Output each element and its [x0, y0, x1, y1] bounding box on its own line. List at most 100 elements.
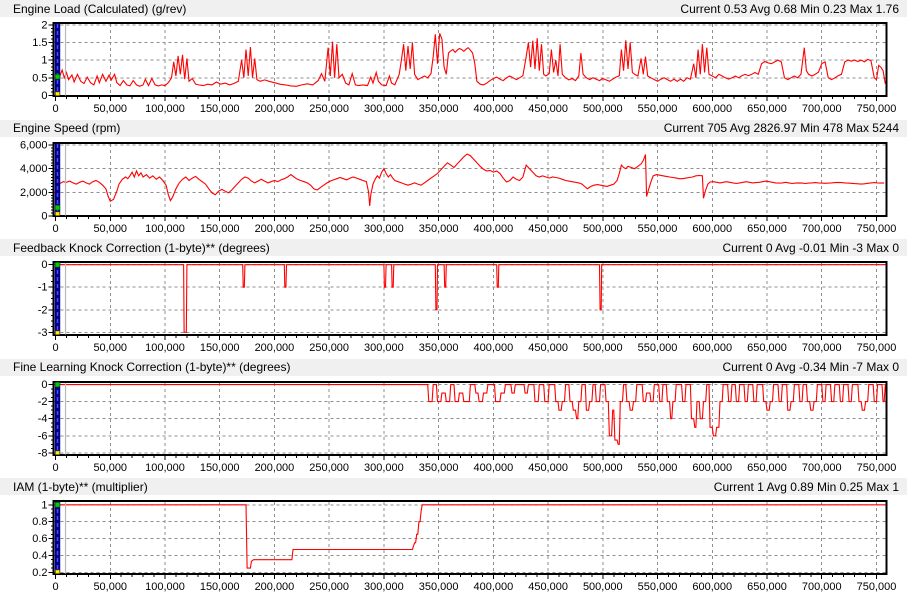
x-tick-label: 300,000 — [364, 223, 404, 235]
y-tick-label: 0.2 — [32, 567, 47, 579]
plot-border — [52, 141, 888, 217]
x-tick-label: 400,000 — [474, 103, 514, 115]
x-tick-label: 200,000 — [255, 223, 295, 235]
x-tick-label: 150,000 — [200, 462, 240, 474]
x-tick-label: 150,000 — [200, 342, 240, 354]
x-tick-label: 300,000 — [364, 462, 404, 474]
x-tick-label: 250,000 — [309, 462, 349, 474]
y-axis-labels: 2 1.5 1 0.5 0 — [32, 19, 47, 102]
x-tick-label: 500,000 — [583, 223, 623, 235]
data-cursor[interactable] — [54, 143, 67, 216]
y-tick-label: 1 — [41, 55, 47, 67]
y-tick-label: 0 — [41, 210, 47, 222]
x-tick-label: 500,000 — [583, 462, 623, 474]
x-tick-label: 650,000 — [747, 462, 787, 474]
current-value-marker — [54, 381, 61, 387]
x-tick-label: 50,000 — [93, 462, 127, 474]
y-axis-labels: 0 -1 -2 -3 — [38, 259, 48, 339]
series-line — [55, 504, 886, 570]
x-tick-label: 750,000 — [857, 223, 897, 235]
cursor-grip[interactable] — [55, 211, 60, 216]
y-axis-labels: 0 -2 -4 -6 -8 — [38, 379, 48, 459]
x-tick-label: 450,000 — [528, 581, 568, 593]
y-axis-labels: 6,000 4,000 2,000 0 — [20, 139, 47, 222]
x-tick-label: 350,000 — [419, 103, 459, 115]
x-tick-label: 350,000 — [419, 223, 459, 235]
plot-border — [52, 261, 888, 337]
x-tick-label: 600,000 — [692, 462, 732, 474]
x-tick-label: 250,000 — [309, 342, 349, 354]
chart-header: Feedback Knock Correction (1-byte)** (de… — [0, 239, 907, 257]
x-tick-label: 0 — [52, 223, 58, 235]
chart-panel-engine-speed: Engine Speed (rpm) Current 705 Avg 2826.9… — [0, 119, 907, 240]
x-tick-label: 600,000 — [692, 103, 732, 115]
x-tick-label: 650,000 — [747, 342, 787, 354]
x-tick-label: 0 — [52, 462, 58, 474]
chart-stats: Current 1 Avg 0.89 Min 0.25 Max 1 — [713, 479, 899, 494]
y-tick-label: 4,000 — [20, 163, 47, 175]
plot-area[interactable] — [53, 22, 887, 96]
data-cursor[interactable] — [54, 23, 67, 96]
cursor-grip[interactable] — [55, 330, 60, 335]
y-tick-label: 0 — [41, 379, 47, 391]
y-tick-label: -3 — [38, 327, 48, 339]
x-axis-labels: 0 50,000 100,000 150,000 200,000 250,000 300,0… — [52, 103, 896, 115]
x-tick-label: 200,000 — [255, 342, 295, 354]
current-value-marker — [54, 74, 61, 80]
chart-title: IAM (1-byte)** (multiplier) — [13, 479, 148, 494]
x-tick-label: 700,000 — [802, 462, 842, 474]
x-tick-label: 200,000 — [255, 103, 295, 115]
x-tick-label: 350,000 — [419, 342, 459, 354]
data-cursor[interactable] — [54, 501, 67, 575]
y-tick-label: -4 — [38, 413, 48, 425]
x-tick-label: 500,000 — [583, 342, 623, 354]
current-value-marker — [54, 204, 61, 210]
chart-panel-engine-load: Engine Load (Calculated) (g/rev) Current … — [0, 0, 907, 120]
x-tick-label: 650,000 — [747, 581, 787, 593]
x-tick-label: 50,000 — [93, 581, 127, 593]
chart-header: Fine Learning Knock Correction (1-byte)*… — [0, 358, 907, 376]
x-tick-label: 500,000 — [583, 103, 623, 115]
x-tick-label: 400,000 — [474, 462, 514, 474]
series-line — [55, 383, 886, 445]
x-tick-label: 300,000 — [364, 103, 404, 115]
y-tick-label: 1.5 — [32, 37, 47, 49]
x-tick-label: 350,000 — [419, 581, 459, 593]
data-cursor[interactable] — [54, 381, 67, 455]
x-tick-label: 100,000 — [145, 342, 185, 354]
x-tick-label: 250,000 — [309, 581, 349, 593]
current-value-marker — [54, 262, 61, 268]
y-tick-label: -1 — [38, 282, 48, 294]
plot-area[interactable] — [53, 142, 887, 216]
y-axis-labels: 1 0.8 0.6 0.4 0.2 — [32, 500, 47, 580]
chart-panel-fine-learning-knock-correction: Fine Learning Knock Correction (1-byte)*… — [0, 358, 907, 479]
x-tick-label: 400,000 — [474, 223, 514, 235]
data-cursor[interactable] — [54, 262, 67, 335]
chart-stats: Current 0.53 Avg 0.68 Min 0.23 Max 1.76 — [680, 1, 899, 16]
plot-area[interactable] — [53, 501, 887, 575]
series-line — [54, 33, 886, 87]
chart-header: Engine Load (Calculated) (g/rev) Current … — [0, 0, 907, 17]
chart-header: Engine Speed (rpm) Current 705 Avg 2826.9… — [0, 119, 907, 137]
cursor-grip[interactable] — [55, 91, 60, 96]
chart-title: Engine Load (Calculated) (g/rev) — [13, 1, 187, 16]
x-tick-label: 0 — [52, 103, 58, 115]
x-tick-label: 350,000 — [419, 462, 459, 474]
cursor-grip[interactable] — [55, 570, 60, 575]
cursor-grip[interactable] — [55, 450, 60, 455]
x-tick-label: 200,000 — [255, 581, 295, 593]
chart-plot-svg: 1 0.8 0.6 0.4 0.2 0 50,000 100,000 150,000 200,00… — [32, 500, 896, 594]
y-tick-label: -2 — [38, 304, 48, 316]
x-tick-label: 450,000 — [528, 103, 568, 115]
plot-area[interactable] — [53, 262, 887, 336]
x-tick-label: 550,000 — [638, 223, 678, 235]
x-tick-label: 600,000 — [692, 581, 732, 593]
x-tick-label: 150,000 — [200, 103, 240, 115]
x-tick-label: 450,000 — [528, 462, 568, 474]
y-tick-label: 0 — [41, 259, 47, 271]
x-tick-label: 550,000 — [638, 462, 678, 474]
x-tick-label: 50,000 — [93, 342, 127, 354]
y-tick-label: -6 — [38, 430, 48, 442]
chart-panel-iam: IAM (1-byte)** (multiplier) Current 1 Avg… — [0, 478, 907, 598]
